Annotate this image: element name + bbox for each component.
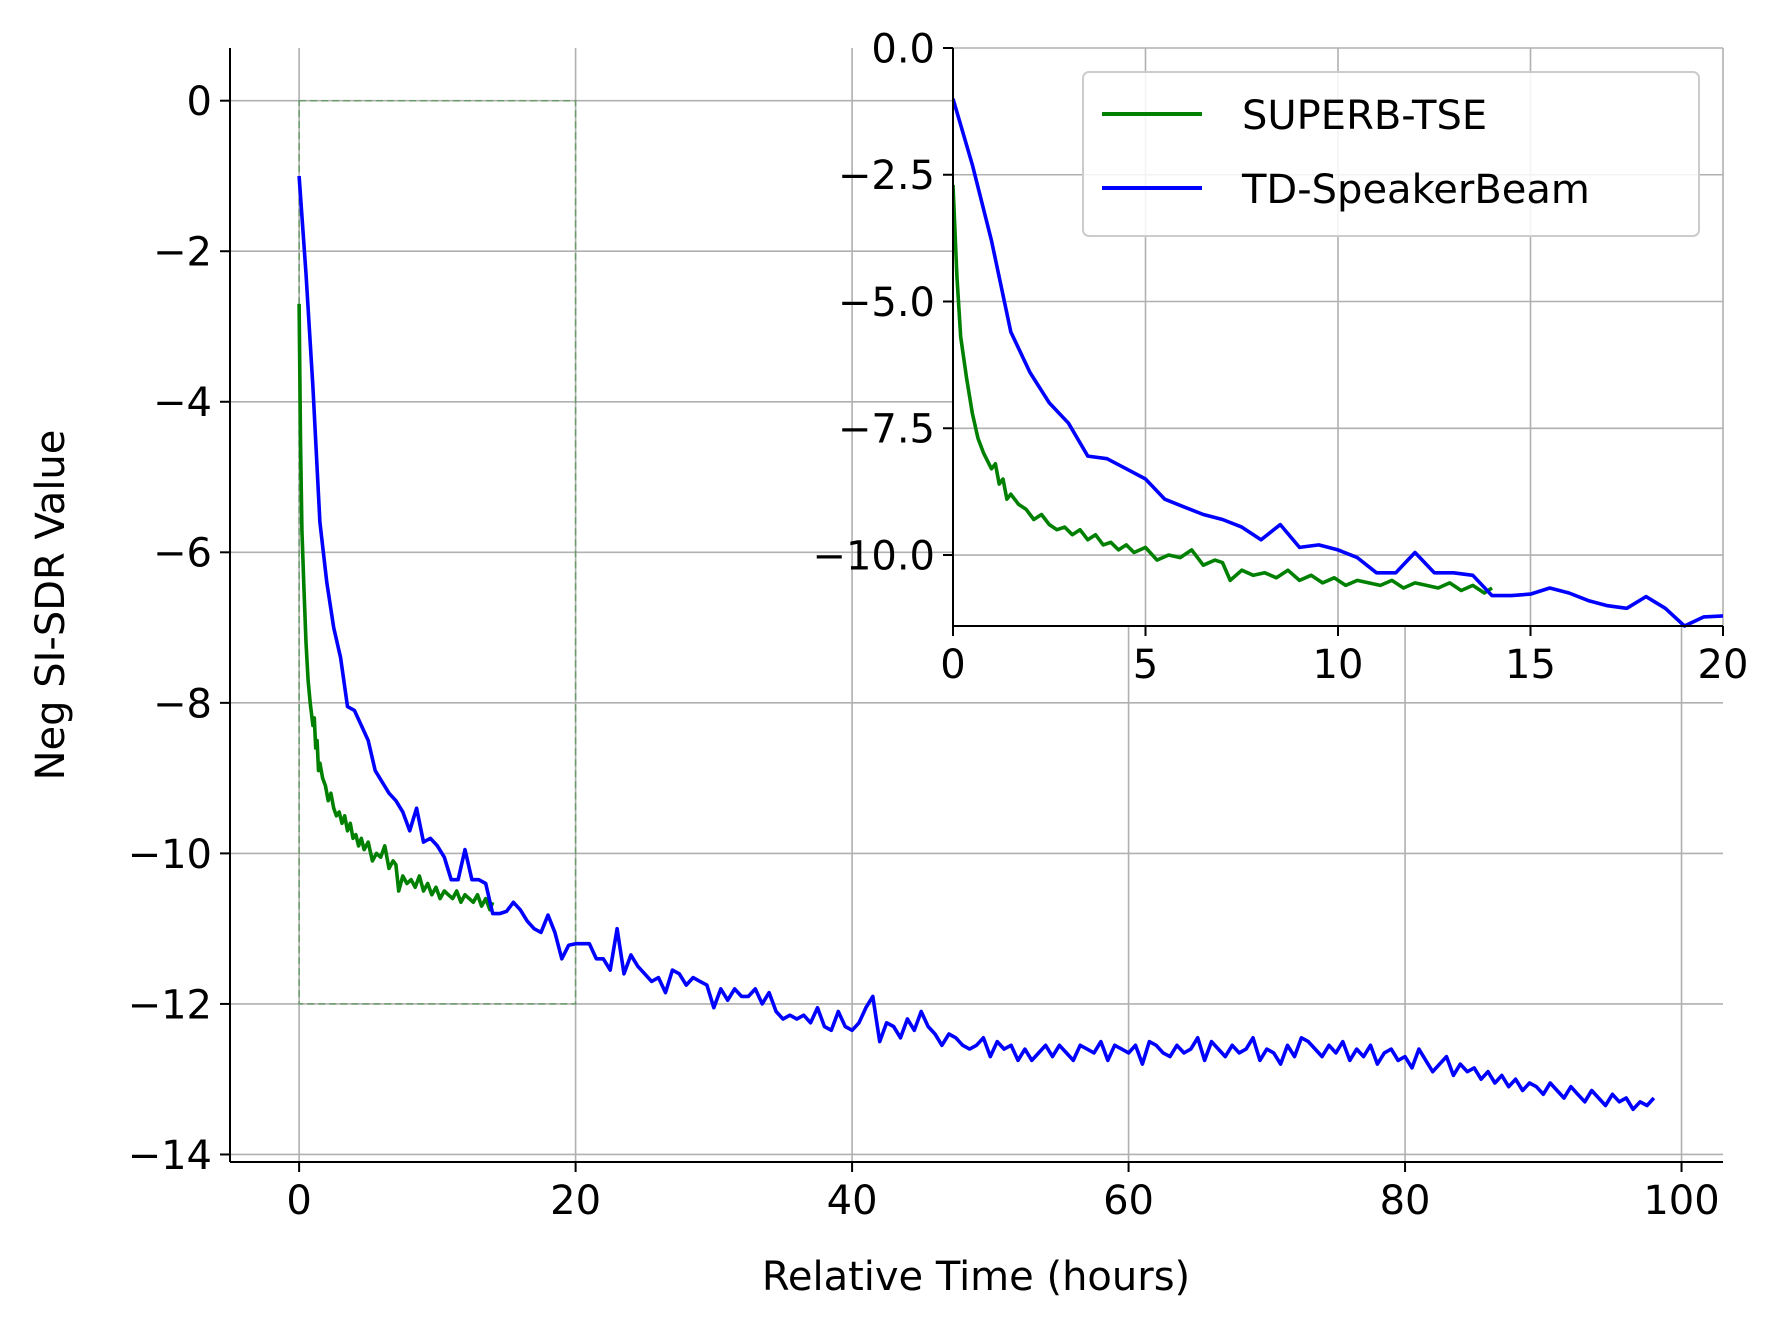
legend: SUPERB-TSE TD-SpeakerBeam — [1082, 71, 1700, 237]
main-y-tick-label: −12 — [128, 982, 212, 1028]
main-series-group — [297, 175, 1656, 1112]
inset-x-tick-label: 20 — [1698, 642, 1749, 688]
legend-label-td-speakerbeam: TD-SpeakerBeam — [1241, 167, 1590, 213]
inset-ticks: 0 5 10 15 20 0.0 −2.5 −5.0 −7.5 −10.0 — [812, 26, 1748, 688]
main-y-tick-label: −2 — [153, 230, 212, 276]
inset-series-superb-tse — [953, 184, 1493, 595]
inset-plot: 0 5 10 15 20 0.0 −2.5 −5.0 −7.5 −10.0 SUPERB-TSE … — [812, 26, 1748, 688]
inset-y-tick-label: −10.0 — [812, 533, 935, 579]
main-x-tick-label: 0 — [286, 1178, 311, 1224]
main-y-tick-label: −10 — [128, 832, 212, 878]
main-y-tick-label: −6 — [153, 531, 212, 577]
main-x-tick-label: 80 — [1380, 1178, 1431, 1224]
main-x-tick-label: 40 — [827, 1178, 878, 1224]
main-x-tick-label: 100 — [1643, 1178, 1719, 1224]
inset-y-tick-label: −7.5 — [838, 407, 935, 453]
inset-series-group — [953, 98, 1723, 628]
main-series-superb-tse — [297, 303, 495, 912]
inset-x-tick-label: 0 — [940, 642, 965, 688]
inset-y-tick-label: 0.0 — [871, 26, 935, 72]
main-y-tick-label: −14 — [128, 1133, 212, 1179]
y-axis-label: Neg SI-SDR Value — [28, 430, 74, 781]
main-y-tick-label: 0 — [187, 79, 212, 125]
x-axis-label: Relative Time (hours) — [762, 1254, 1190, 1300]
zoom-region-box — [298, 99, 577, 1005]
main-y-tick-label: −4 — [153, 380, 212, 426]
legend-frame — [1082, 71, 1700, 237]
main-x-tick-label: 60 — [1103, 1178, 1154, 1224]
legend-label-superb-tse: SUPERB-TSE — [1242, 93, 1487, 139]
inset-series-td-speakerbeam — [953, 98, 1723, 628]
inset-x-tick-label: 10 — [1313, 642, 1364, 688]
main-y-tick-label: −8 — [153, 681, 212, 727]
inset-y-tick-label: −5.0 — [838, 280, 935, 326]
main-x-tick-label: 20 — [550, 1178, 601, 1224]
inset-y-tick-label: −2.5 — [838, 153, 935, 199]
inset-x-tick-label: 15 — [1505, 642, 1556, 688]
inset-x-tick-label: 5 — [1133, 642, 1158, 688]
main-series-td-speakerbeam — [297, 175, 1656, 1112]
